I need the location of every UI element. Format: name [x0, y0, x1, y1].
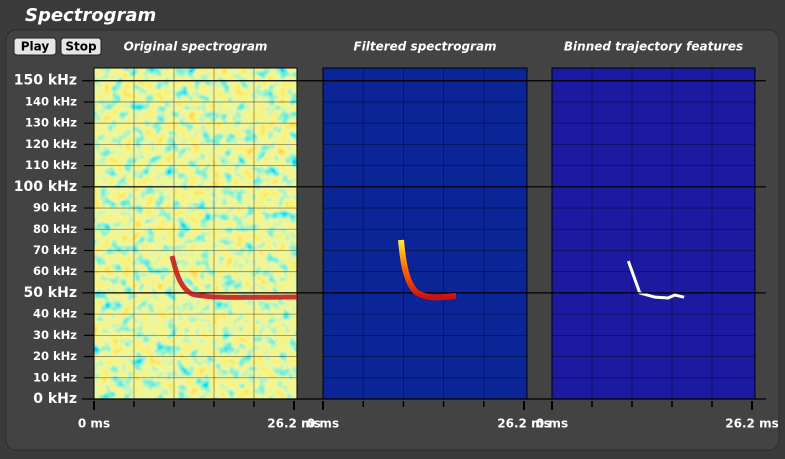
play-button[interactable]: Play [13, 37, 57, 56]
x-tick-label: 26.2 ms [725, 417, 778, 431]
panel-title: Original spectrogram [124, 40, 268, 54]
stop-button[interactable]: Stop [60, 37, 102, 56]
y-tick-label: 30 kHz [33, 328, 77, 342]
y-tick-label: 140 kHz [25, 94, 77, 108]
y-tick-label: 70 kHz [33, 243, 77, 257]
y-tick-label: 100 kHz [14, 179, 77, 195]
y-tick-label: 60 kHz [33, 264, 77, 278]
y-tick-label: 110 kHz [25, 158, 77, 172]
plot-bg [323, 68, 527, 399]
x-tick-label: 0 ms [536, 417, 568, 431]
filtered-call [398, 239, 457, 301]
y-tick-label: 40 kHz [33, 307, 77, 321]
plot-bg [552, 68, 755, 399]
call-trace [169, 255, 298, 300]
x-tick-label: 0 ms [307, 417, 339, 431]
y-tick-label: 20 kHz [33, 349, 77, 363]
y-tick-label: 120 kHz [25, 137, 77, 151]
button-label[interactable]: Stop [65, 40, 97, 54]
y-tick-label: 150 kHz [14, 73, 77, 89]
y-tick-label: 130 kHz [25, 116, 77, 130]
x-tick-label: 26.2 ms [267, 417, 320, 431]
x-tick-label: 0 ms [78, 417, 110, 431]
spectrogram-noise [94, 68, 297, 399]
panel-title: Binned trajectory features [564, 40, 743, 54]
trajectory [626, 260, 685, 300]
y-tick-label: 80 kHz [33, 222, 77, 236]
panel-title: Filtered spectrogram [353, 40, 496, 54]
x-tick-label: 26.2 ms [497, 417, 550, 431]
button-label[interactable]: Play [21, 40, 50, 54]
window-title: Spectrogram [25, 5, 156, 26]
y-tick-label: 50 kHz [23, 285, 77, 301]
y-tick-label: 0 kHz [33, 391, 77, 407]
y-tick-label: 90 kHz [33, 201, 77, 215]
y-tick-label: 10 kHz [33, 370, 77, 384]
